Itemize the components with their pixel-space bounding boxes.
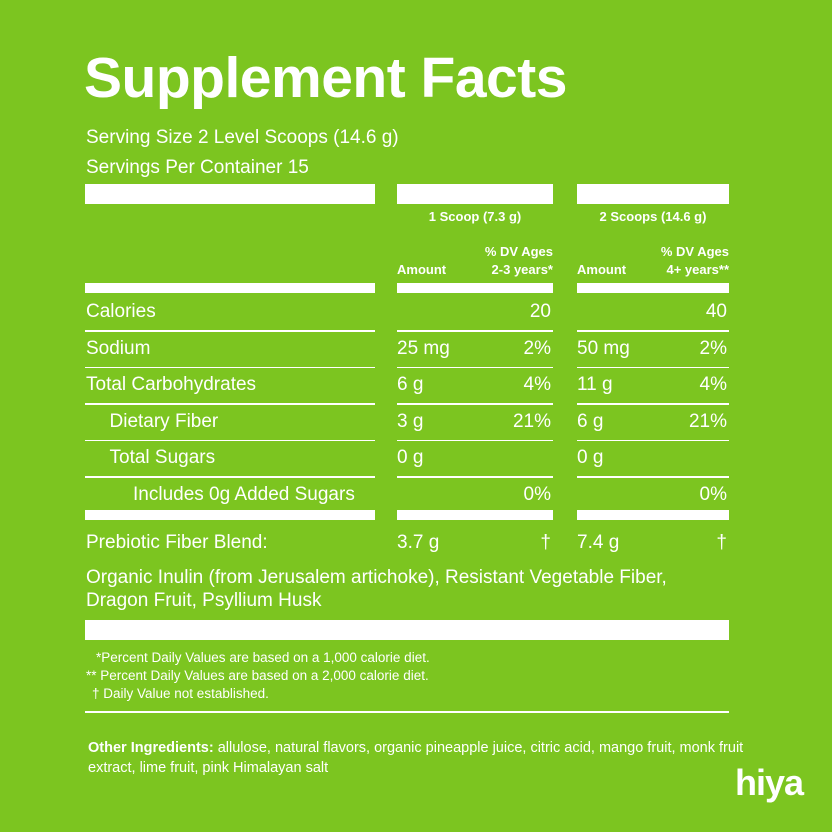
footnote: *Percent Daily Values are based on a 1,0… [96, 650, 430, 665]
divider [397, 510, 553, 520]
daily-value: 2% [699, 337, 727, 359]
divider [577, 476, 729, 478]
serving-size: Serving Size 2 Level Scoops (14.6 g) [86, 127, 399, 148]
other-ingredients: Other Ingredients: allulose, natural fla… [88, 738, 748, 778]
divider [577, 330, 729, 332]
dv-heading: % DV Ages [660, 244, 729, 259]
divider [85, 330, 375, 332]
divider [397, 184, 553, 204]
amount: 11 g [577, 374, 613, 395]
divider [397, 403, 553, 405]
amount: 3.7 g [397, 532, 440, 553]
nutrient-name: Includes 0g Added Sugars [133, 483, 355, 505]
divider [397, 283, 553, 293]
amount: 50 mg [577, 337, 630, 359]
servings-per-container: Servings Per Container 15 [86, 157, 309, 178]
nutrient-name: Total Carbohydrates [86, 374, 257, 395]
footnote: ** Percent Daily Values are based on a 2… [86, 668, 429, 683]
amount: 0 g [397, 447, 424, 468]
column-heading: 1 Scoop (7.3 g) [428, 209, 522, 224]
nutrient-name: Calories [86, 301, 156, 322]
divider [85, 283, 375, 293]
blend-contents: Dragon Fruit, Psyllium Husk [86, 590, 322, 611]
blend-contents: Organic Inulin (from Jerusalem artichoke… [86, 567, 667, 588]
divider [577, 366, 729, 368]
divider [85, 184, 375, 204]
divider [397, 439, 553, 441]
dv-heading: 4+ years** [666, 262, 729, 277]
amount: 3 g [397, 410, 424, 432]
other-ingredients-label: Other Ingredients: [88, 740, 214, 756]
divider [85, 476, 375, 478]
nutrient-name: Sodium [86, 337, 151, 359]
footnote: † Daily Value not established. [92, 686, 269, 701]
amount-heading: Amount [397, 262, 447, 277]
daily-value: 21% [512, 410, 551, 432]
nutrient-name: Dietary Fiber [109, 410, 219, 432]
amount: 6 g [397, 374, 424, 395]
daily-value: 0% [523, 483, 551, 505]
divider [397, 330, 553, 332]
divider [397, 366, 553, 368]
daily-value: 4% [699, 374, 727, 395]
title: Supplement Facts [84, 46, 567, 110]
daily-value: 2% [523, 337, 551, 359]
daily-value: 0% [699, 483, 727, 505]
column-heading: 2 Scoops (14.6 g) [599, 209, 707, 224]
dv-heading: 2-3 years* [491, 262, 553, 277]
divider [85, 510, 375, 520]
amount: 0 g [577, 447, 604, 468]
blend-name: Prebiotic Fiber Blend: [86, 532, 268, 553]
brand-logo: hiya [735, 762, 804, 803]
amount: 6 g [577, 410, 604, 432]
divider [85, 711, 729, 713]
divider [85, 620, 729, 640]
nutrient-name: Total Sugars [109, 447, 216, 468]
divider [577, 283, 729, 293]
divider [85, 439, 375, 441]
other-ingredients-text: allulose, natural flavors, organic pinea… [88, 740, 744, 776]
divider [85, 366, 375, 368]
divider [577, 403, 729, 405]
amount: 7.4 g [577, 532, 620, 553]
divider [577, 184, 729, 204]
divider [577, 439, 729, 441]
divider [397, 476, 553, 478]
divider [85, 403, 375, 405]
daily-value: † [716, 532, 727, 553]
dv-heading: % DV Ages [484, 244, 553, 259]
divider [577, 510, 729, 520]
amount: 25 mg [397, 337, 450, 359]
daily-value: 21% [688, 410, 727, 432]
daily-value: † [540, 532, 551, 553]
daily-value: 4% [523, 374, 551, 395]
daily-value: 20 [529, 301, 551, 322]
amount-heading: Amount [577, 262, 627, 277]
daily-value: 40 [705, 301, 727, 322]
